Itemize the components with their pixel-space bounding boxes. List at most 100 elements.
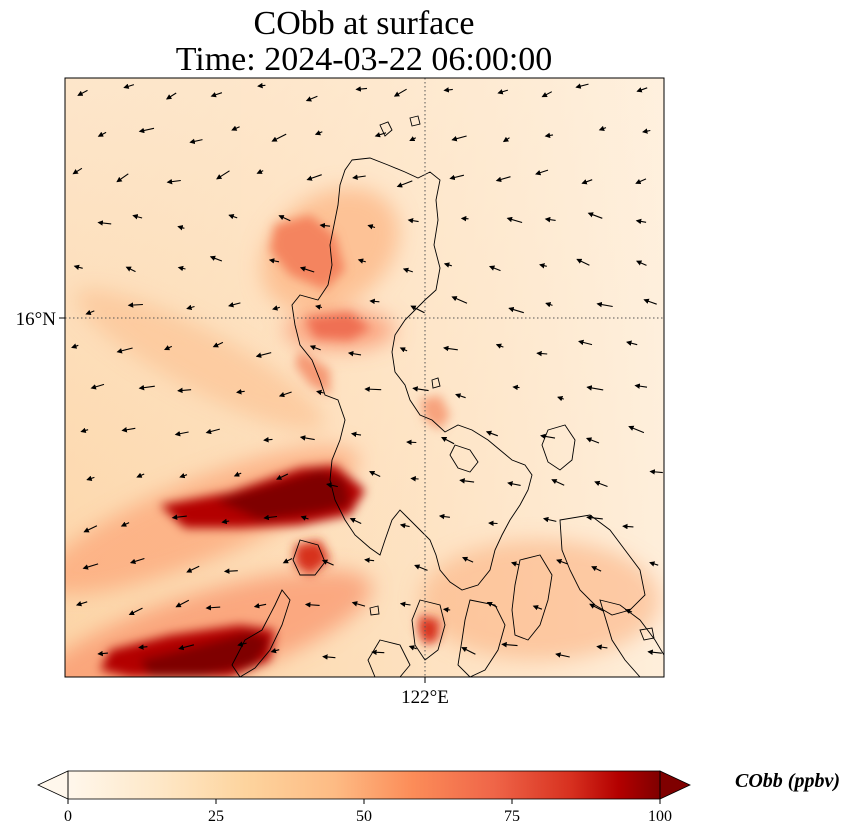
wind-arrow [116,347,133,354]
wind-arrow [326,482,338,488]
wind-arrow [166,178,181,185]
wind-arrow [304,602,320,608]
wind-arrow [542,516,557,523]
wind-arrow [412,386,429,392]
wind-arrow [77,89,88,96]
wind-arrow [622,523,634,530]
wind-arrow [132,214,143,220]
wind-arrow [587,212,603,219]
coastline-islet-2 [409,115,421,127]
wind-arrow [586,385,604,391]
wind-arrow [319,222,331,229]
coastline-islet-1 [379,121,393,137]
wind-arrow [635,260,647,266]
wind-arrow [309,345,321,351]
wind-arrow [393,88,407,97]
wind-arrow [306,174,322,181]
wind-arrow [315,304,323,310]
wind-arrow [233,471,242,477]
coastline-islet-5 [431,377,441,389]
wind-arrow [624,608,633,614]
wind-arrow [314,130,323,136]
cobb-field [65,78,664,677]
wind-arrow [123,83,135,89]
wind-arrow [71,343,79,349]
wind-arrow [535,169,549,176]
colorbar-gradient [68,771,660,799]
wind-arrow [189,138,203,145]
wind-arrow [578,339,593,346]
wind-arrow [138,644,148,650]
colorbar-extend-max [659,770,691,800]
wind-arrow [257,82,266,89]
wind-arrow [270,647,280,654]
wind-arrow [495,343,504,349]
wind-arrow [349,517,362,524]
colorbar-title: CObb (ppbv) [735,770,840,792]
wind-arrow [544,132,554,139]
wind-arrow [449,174,465,181]
wind-arrow [299,266,315,273]
wind-arrow [138,127,155,134]
wind-arrow [263,437,273,443]
wind-arrow [545,302,553,308]
lat-tick-label: 16°N [16,309,57,330]
wind-arrow [186,565,200,573]
wind-arrow [443,87,453,93]
wind-arrow [205,604,221,611]
wind-arrow [228,214,238,220]
wind-arrow [594,480,608,488]
wind-arrow [357,258,366,264]
wind-arrow [351,601,366,607]
colorbar: 0 25 50 75 100 CObb (ppbv) [37,770,840,825]
wind-arrow [443,345,458,352]
wind-arrow [369,298,380,305]
coastline-negros [367,639,411,677]
wind-arrow [596,301,613,308]
wind-arrow [316,389,324,396]
wind-arrow [576,258,590,266]
wind-arrow [72,167,83,175]
wind-arrow [555,652,570,658]
wind-arrow [120,521,130,527]
coastline-islet-3 [639,627,655,641]
wind-arrow [256,168,264,174]
wind-arrow [299,435,315,441]
coastline-panay [411,599,446,661]
wind-arrow [86,475,95,481]
wind-arrow [507,481,521,487]
wind-arrow [127,302,143,308]
wind-arrow [322,654,336,660]
wind-arrow [177,387,192,394]
wind-arrow [278,215,291,222]
wind-arrow [75,601,88,607]
wind-arrow [282,558,293,564]
wind-arrow [177,225,185,231]
wind-arrow [451,135,467,142]
wind-arrow [352,174,366,180]
wind-arrow [585,437,600,444]
wind-arrow [502,136,510,143]
coastline-islet-4 [369,605,380,616]
coastline-samar [541,424,576,471]
wind-arrow [451,296,468,304]
wind-arrow [209,255,223,262]
wind-arrow [97,650,108,657]
wind-arrow [178,644,195,651]
wind-arrow [263,514,278,521]
wind-arrow [506,216,523,224]
wind-arrow [598,125,607,131]
wind-arrow [532,605,543,611]
wind-arrow [82,563,99,570]
wind-arrow [557,395,564,402]
wind-arrow [347,350,362,357]
wind-arrow [501,641,518,648]
wind-arrow [371,649,385,656]
wind-arrow [551,479,565,486]
wind-arrow [591,566,602,572]
plot-time-subtitle: Time: 2024-03-22 06:00:00 [175,41,553,78]
wind-arrow [268,258,280,264]
wind-arrow [649,561,659,567]
wind-arrow [442,607,451,613]
wind-arrow [355,86,368,92]
